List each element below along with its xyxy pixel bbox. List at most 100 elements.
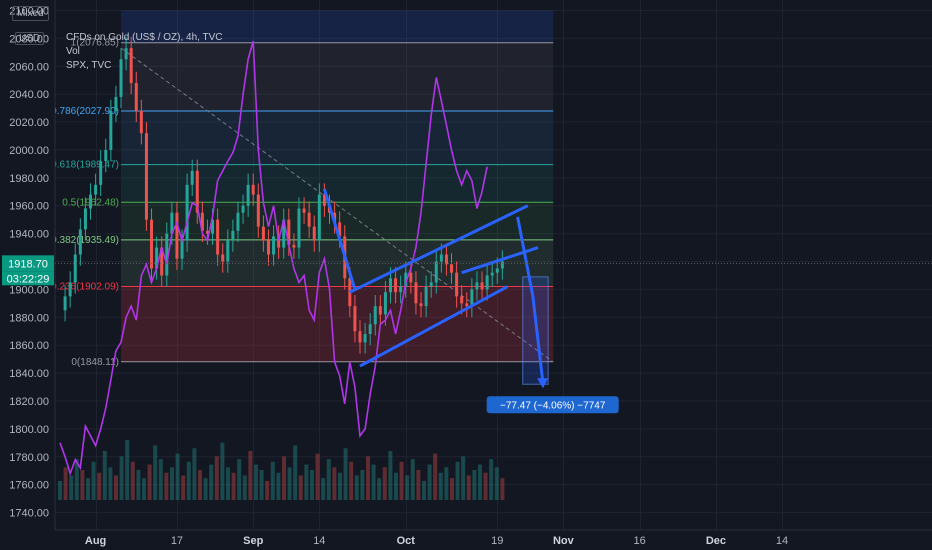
- candle-body: [94, 184, 98, 195]
- candle-body: [495, 268, 499, 273]
- volume-bar: [354, 475, 359, 500]
- candle-body: [272, 236, 276, 255]
- volume-bar: [192, 448, 197, 500]
- candle-body: [282, 219, 286, 248]
- volume-bar: [287, 467, 292, 500]
- volume-bar: [259, 470, 264, 500]
- candle-body: [480, 282, 484, 290]
- volume-bar: [410, 459, 415, 500]
- volume-bar: [466, 475, 471, 500]
- spx-line: [59, 40, 488, 477]
- volume-bar: [175, 453, 180, 500]
- time-tick-label: Aug: [85, 535, 106, 547]
- volume-bar: [304, 464, 309, 500]
- countdown-badge: [2, 271, 54, 286]
- volume-bar: [405, 475, 410, 500]
- volume-bar: [164, 472, 169, 500]
- volume-bar: [265, 480, 270, 500]
- candle-body: [134, 82, 138, 111]
- candle-body: [399, 286, 403, 293]
- volume-bar: [74, 459, 79, 500]
- volume-bar: [220, 442, 225, 500]
- volume-bar: [494, 467, 499, 500]
- price-tick-label: 1960.00: [9, 201, 49, 213]
- volume-bar: [349, 461, 354, 500]
- volume-bar: [231, 472, 236, 500]
- volume-bar: [186, 461, 191, 500]
- candle-body: [470, 289, 474, 307]
- candle-body: [180, 240, 184, 259]
- candle-body: [322, 194, 326, 206]
- candle-body: [109, 110, 113, 150]
- chart-legend: CFDs on Gold (US$ / OZ), 4h, TVC Vol SPX…: [66, 31, 223, 73]
- countdown-label: 03:22:29: [7, 273, 50, 285]
- candle-body: [129, 48, 133, 83]
- time-axis-background: [0, 530, 932, 550]
- candle-body: [63, 296, 67, 311]
- currency-button[interactable]: USD: [15, 32, 45, 45]
- impulse-leg-line: [322, 188, 357, 290]
- candle-body: [475, 282, 479, 290]
- candle-body: [500, 261, 504, 269]
- volume-bar: [225, 467, 230, 500]
- price-tick-label: 2100.00: [9, 5, 49, 17]
- volume-bar: [365, 456, 370, 500]
- price-tick-label: 1820.00: [9, 396, 49, 408]
- price-tick-label: 2040.00: [9, 89, 49, 101]
- volume-bar: [158, 459, 163, 500]
- candle-body: [99, 161, 103, 185]
- projection-arrowhead: [537, 378, 549, 389]
- candle-body: [266, 240, 270, 255]
- price-tick-label: 1840.00: [9, 368, 49, 380]
- time-tick-label: Oct: [397, 535, 416, 547]
- candle-body: [78, 229, 82, 255]
- volume-bar: [91, 461, 96, 500]
- volume-bar: [281, 456, 286, 500]
- volume-bar: [500, 478, 505, 500]
- candle-body: [195, 170, 199, 213]
- candle-body: [409, 272, 413, 283]
- dashed-trendline: [120, 47, 554, 363]
- volume-bar: [169, 467, 174, 500]
- time-tick-label: 14: [313, 535, 325, 547]
- volume-bar: [119, 456, 124, 500]
- volume-bar: [153, 445, 158, 500]
- volume-bar: [203, 478, 208, 500]
- candle-body: [114, 96, 118, 111]
- volume-bar: [214, 456, 219, 500]
- candle-body: [450, 264, 454, 273]
- candle-body: [251, 184, 255, 195]
- candle-body: [338, 222, 342, 237]
- candle-body: [185, 184, 189, 241]
- candle-body: [460, 296, 464, 304]
- candle-body: [378, 306, 382, 315]
- candle-body: [205, 230, 209, 234]
- volume-bar: [416, 470, 421, 500]
- channel-lower-line: [359, 285, 509, 368]
- candle-body: [307, 212, 311, 227]
- current-price-badge: [2, 255, 54, 272]
- scale-mode-button[interactable]: Mixed: [12, 6, 49, 21]
- volume-bar: [85, 478, 90, 500]
- candle-body: [414, 282, 418, 304]
- candle-body: [353, 306, 357, 332]
- volume-bar: [108, 467, 113, 500]
- time-tick-label: Sep: [243, 535, 263, 547]
- volume-bar: [181, 475, 186, 500]
- legend-spx: SPX, TVC: [66, 60, 112, 71]
- candle-body: [124, 48, 128, 60]
- fib-level-label: 0.786(2027.90): [51, 106, 119, 117]
- candle-body: [297, 208, 301, 248]
- volume-bar: [326, 459, 331, 500]
- candle-body: [389, 278, 393, 293]
- volume-bar: [337, 472, 342, 500]
- volume-bar: [461, 456, 466, 500]
- volume-bar: [276, 472, 281, 500]
- fib-zone-top: [121, 10, 554, 43]
- volume-bar: [449, 478, 454, 500]
- candle-body: [358, 331, 362, 343]
- candle-body: [139, 110, 143, 134]
- price-tick-label: 1900.00: [9, 284, 49, 296]
